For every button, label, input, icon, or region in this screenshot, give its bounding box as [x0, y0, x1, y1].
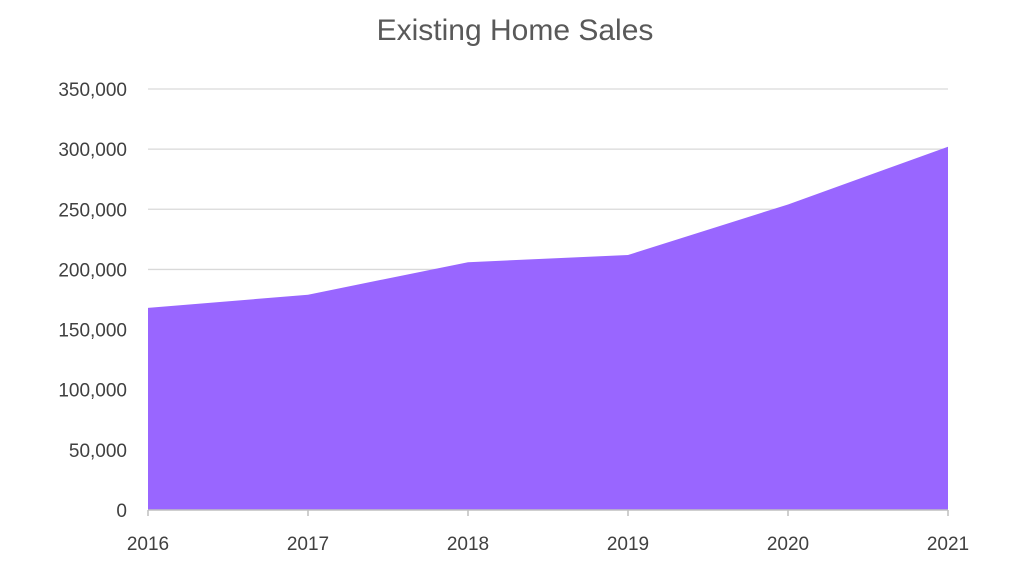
y-tick-label: 50,000 — [69, 441, 127, 462]
y-tick-label: 150,000 — [58, 321, 127, 342]
area-series — [148, 146, 948, 511]
chart-title: Existing Home Sales — [376, 14, 654, 47]
area-fill — [148, 146, 948, 511]
x-tick-label: 2018 — [447, 534, 489, 555]
y-tick-label: 350,000 — [58, 80, 127, 101]
x-tick-label: 2020 — [767, 534, 809, 555]
y-tick-label: 0 — [116, 501, 127, 522]
y-axis-labels: 0 50,000 100,000 150,000 200,000 250,000 300,0… — [58, 80, 127, 522]
y-tick-label: 250,000 — [58, 200, 127, 221]
x-axis — [147, 509, 949, 516]
x-tick-label: 2019 — [607, 534, 649, 555]
y-tick-label: 100,000 — [58, 381, 127, 402]
y-tick-label: 300,000 — [58, 140, 127, 161]
x-tick-label: 2021 — [927, 534, 969, 555]
x-tick-label: 2016 — [127, 534, 169, 555]
x-axis-labels: 2016 2017 2018 2019 2020 2021 — [127, 534, 969, 555]
x-tick-label: 2017 — [287, 534, 329, 555]
y-tick-label: 200,000 — [58, 260, 127, 281]
